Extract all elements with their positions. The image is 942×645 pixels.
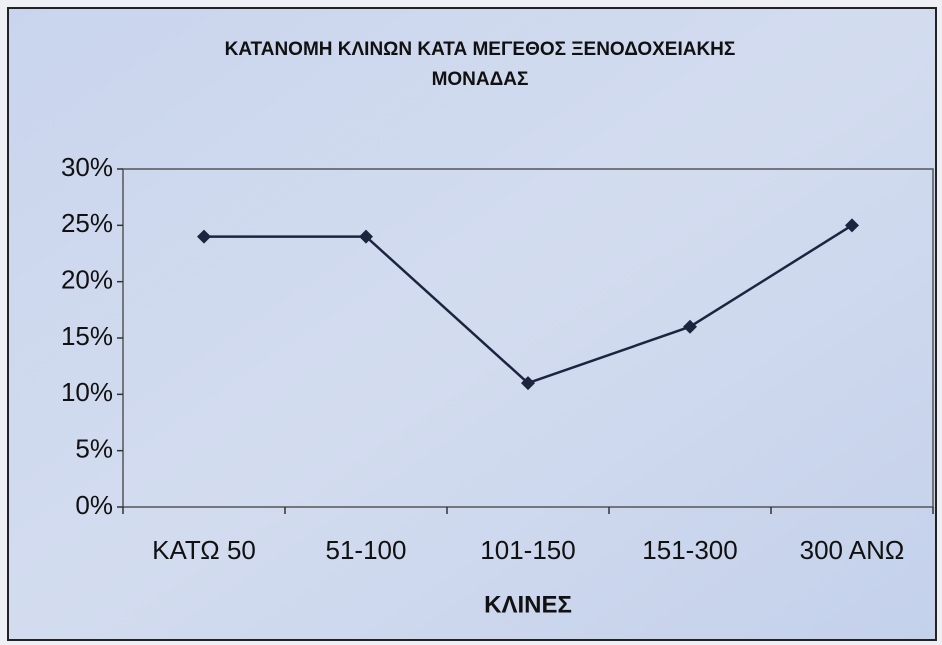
chart-title: ΚΑΤΑΝΟΜΗ ΚΛΙΝΩΝ ΚΑΤΑ ΜΕΓΕΘΟΣ ΞΕΝΟΔΟΧΕΙΑΚ… <box>225 39 736 60</box>
x-tick-label: ΚΑΤΩ 50 <box>152 535 256 565</box>
marker <box>683 319 697 334</box>
x-axis-label: ΚΛΙΝΕΣ <box>484 591 572 618</box>
marker <box>359 229 373 244</box>
y-tick-label: 30% <box>61 152 113 182</box>
x-tick-label: 300 ΑΝΩ <box>800 535 905 565</box>
y-tick-label: 25% <box>61 208 113 238</box>
x-tick-label: 51-100 <box>326 535 407 565</box>
marker <box>845 218 859 233</box>
chart-title: ΜΟΝΑΔΑΣ <box>432 69 529 90</box>
y-tick-label: 0% <box>75 490 113 520</box>
marker <box>521 376 535 391</box>
x-tick-label: 101-150 <box>480 535 575 565</box>
y-tick-label: 10% <box>61 377 113 407</box>
x-tick-label: 151-300 <box>642 535 737 565</box>
marker <box>197 229 211 244</box>
chart-background <box>7 7 937 641</box>
y-tick-label: 15% <box>61 321 113 351</box>
y-tick-label: 5% <box>75 434 113 464</box>
y-tick-label: 20% <box>61 265 113 295</box>
